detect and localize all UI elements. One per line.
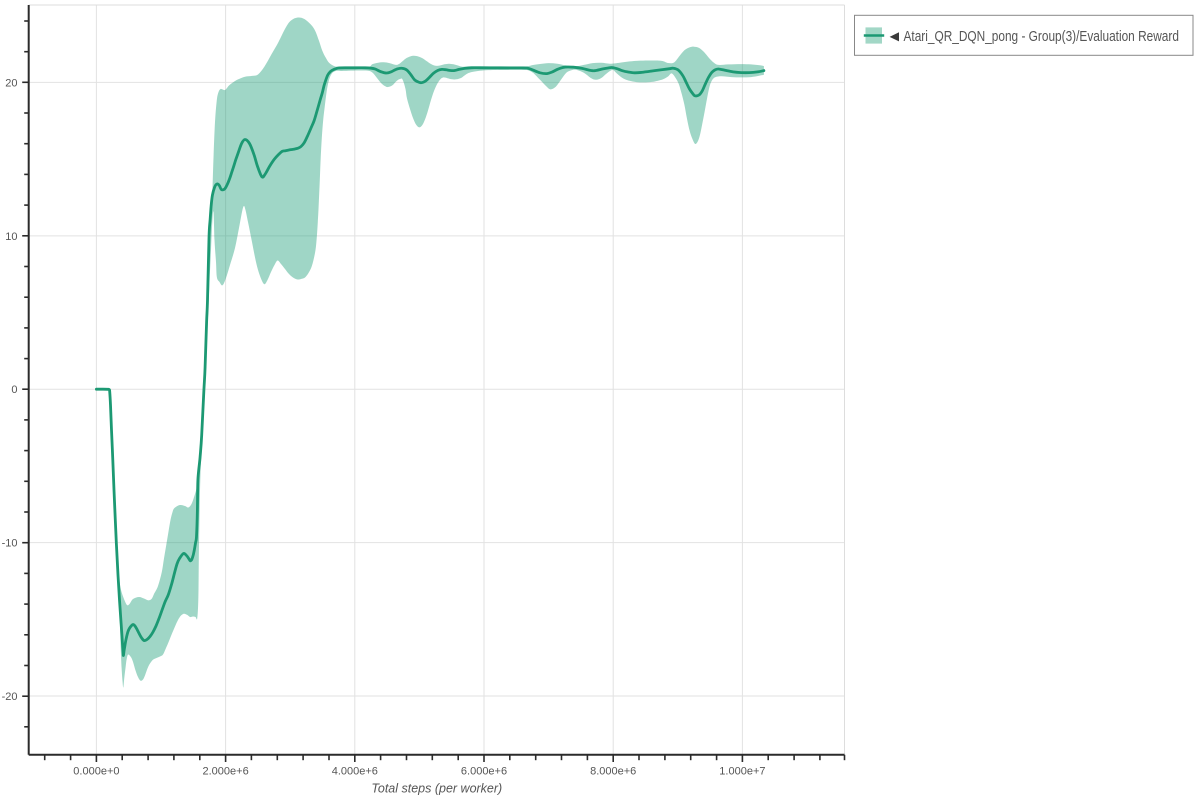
- svg-text:2.000e+6: 2.000e+6: [203, 765, 249, 777]
- svg-text:0.000e+0: 0.000e+0: [73, 765, 119, 777]
- svg-text:20: 20: [5, 77, 17, 89]
- svg-text:10: 10: [5, 231, 17, 243]
- svg-text:-10: -10: [2, 538, 18, 550]
- svg-text:-20: -20: [2, 691, 18, 703]
- svg-text:Atari_QR_DQN_pong - Group(3)/E: Atari_QR_DQN_pong - Group(3)/Evaluation …: [904, 28, 1179, 44]
- svg-text:4.000e+6: 4.000e+6: [332, 765, 378, 777]
- svg-text:8.000e+6: 8.000e+6: [590, 765, 636, 777]
- svg-text:0: 0: [11, 384, 17, 396]
- svg-text:Total steps (per worker): Total steps (per worker): [371, 782, 502, 796]
- svg-text:1.000e+7: 1.000e+7: [719, 765, 765, 777]
- svg-text:6.000e+6: 6.000e+6: [461, 765, 507, 777]
